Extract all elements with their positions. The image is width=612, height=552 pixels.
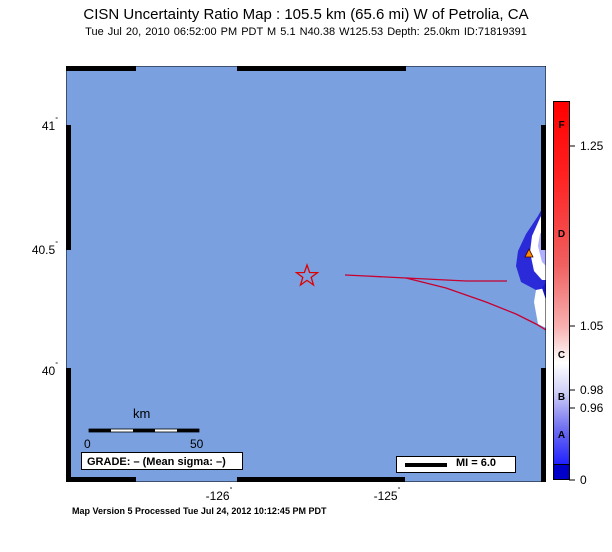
scale-start: 0 <box>84 437 91 451</box>
colorbar-letter-a: A <box>557 430 566 441</box>
scale-end: 50 <box>190 437 204 451</box>
ocean-area <box>66 66 546 482</box>
fault-lines <box>344 274 546 331</box>
lon-label-126: -126° <box>205 487 233 503</box>
map-frame <box>66 66 546 482</box>
lon-label-125: -125° <box>373 487 401 503</box>
map-border <box>66 66 546 482</box>
colorbar-letter-b: B <box>557 392 566 403</box>
grade-box: GRADE: – (Mean sigma: –) <box>81 452 243 470</box>
coastline-patch <box>516 201 546 328</box>
lat-label-41: 41° <box>41 117 58 133</box>
colorbar-letter-c: C <box>557 350 566 361</box>
mi-legend-line <box>405 463 447 467</box>
colorbar-letter-f: F <box>558 120 565 131</box>
station-triangle-icon <box>524 248 534 258</box>
colorbar-tick-0: 0 <box>580 473 587 487</box>
colorbar-ticks <box>569 145 575 481</box>
event-details: Tue Jul 20, 2010 06:52:00 PM PDT M 5.1 N… <box>85 26 527 38</box>
scale-unit: km <box>133 406 151 421</box>
colorbar-tick-0-96: 0.96 <box>580 401 604 415</box>
colorbar-letter-d: D <box>557 229 566 240</box>
lat-label-40-5: 40.5° <box>31 241 58 257</box>
mi-legend-box <box>396 456 516 473</box>
colorbar-tick-1-05: 1.05 <box>580 319 604 333</box>
scale-bar <box>88 428 200 433</box>
mi-legend-label: MI = 6.0 <box>456 457 497 469</box>
map-title: CISN Uncertainty Ratio Map : 105.5 km (6… <box>83 6 529 23</box>
colorbar-tick-0-98: 0.98 <box>580 383 604 397</box>
colorbar-tick-1-25: 1.25 <box>580 139 604 153</box>
epicenter-star-icon <box>294 263 320 287</box>
colorbar-nodata-swatch <box>553 464 570 480</box>
colorbar <box>553 101 570 465</box>
lat-label-40: 40° <box>41 362 58 378</box>
map-footer: Map Version 5 Processed Tue Jul 24, 2012… <box>72 506 327 516</box>
